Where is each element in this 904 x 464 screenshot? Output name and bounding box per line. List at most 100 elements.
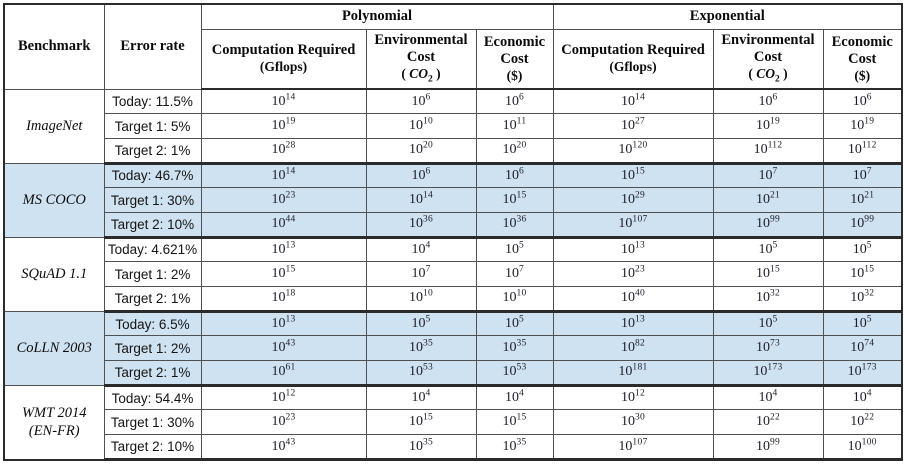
value-exponent: 10 [516, 288, 527, 299]
value-cell: 106 [712, 88, 824, 115]
value-exponent: 44 [285, 214, 296, 225]
table-row: ImageNet Today: 11.5% 1014 106 106 1014 106 106 [3, 88, 903, 164]
value-base: 10 [411, 266, 426, 282]
value-base: 10 [758, 167, 773, 183]
subheader-title: Environmental Cost [721, 31, 815, 65]
subheader-environmental-poly: Environmental Cost ( CO2 ) [365, 28, 477, 90]
value-cell: 1035 [365, 335, 477, 362]
error-rate-cell: Target 1: 2% [103, 261, 202, 287]
value-base: 10 [504, 167, 519, 183]
value-cell: 105 [712, 310, 824, 337]
error-rate-cell: Target 2: 1% [103, 286, 202, 313]
value-exponent: 7 [425, 264, 431, 275]
value-exponent: 12 [285, 388, 296, 399]
error-rate-cell: Target 1: 5% [103, 113, 202, 139]
value-cell: 1028 [200, 137, 367, 165]
value-cell: 107 [822, 162, 903, 189]
header-row-groups: Benchmark Error rate Polynomial Exponent… [3, 3, 903, 90]
table-row: CoLLN 2003 Today: 6.5% 1013 105 105 1013 105 10… [3, 310, 903, 386]
value-cell: 1013 [200, 236, 367, 263]
table-row: SQuAD 1.1 Today: 4.621% 1013 104 105 1013 105 1… [3, 236, 903, 312]
value-base: 10 [618, 438, 633, 454]
value-cell: 1019 [822, 113, 903, 139]
value-exponent: 5 [518, 240, 525, 251]
value-cell: 105 [712, 236, 824, 263]
value-base: 10 [758, 93, 773, 109]
value-base: 10 [502, 192, 517, 208]
value-exponent: 13 [285, 240, 296, 251]
value-exponent: 5 [772, 240, 778, 251]
error-rate-cell: Today: 4.621% [103, 236, 202, 263]
value-base: 10 [850, 192, 865, 208]
value-base: 10 [755, 340, 770, 356]
value-base: 10 [271, 340, 286, 356]
value-exponent: 7 [866, 166, 872, 177]
value-base: 10 [620, 266, 635, 282]
subheader-unit: ($) [854, 67, 871, 83]
benchmark-cell: ImageNet [3, 88, 105, 164]
value-exponent: 15 [422, 412, 434, 423]
value-base: 10 [847, 438, 862, 454]
value-cell: 1043 [200, 335, 367, 362]
value-base: 10 [502, 290, 517, 306]
error-rate-cell: Target 2: 1% [103, 360, 202, 387]
value-cell: 107 [475, 261, 554, 287]
value-exponent: 7 [772, 166, 778, 177]
value-cell: 1036 [475, 211, 554, 239]
value-exponent: 53 [516, 362, 527, 373]
table-row: Target 1: 30% 1023 1014 1015 1029 1021 1021 [4, 187, 903, 213]
subheader-title: Computation Required [561, 42, 705, 59]
benchmark-cell: MS COCO [3, 162, 105, 238]
header-error-rate: Error rate [103, 3, 202, 90]
value-base: 10 [850, 414, 865, 430]
value-base: 10 [271, 241, 286, 257]
value-base: 10 [850, 216, 865, 232]
table-row: Target 2: 1% 1018 1010 1010 1040 1032 1032 [4, 286, 903, 313]
value-exponent: 32 [864, 288, 875, 299]
value-base: 10 [852, 390, 867, 406]
value-cell: 1015 [365, 409, 477, 436]
value-cell: 1015 [475, 187, 554, 213]
value-base: 10 [758, 316, 773, 332]
value-cell: 1035 [365, 434, 477, 461]
value-cell: 1036 [365, 211, 477, 239]
value-cell: 1029 [552, 187, 714, 213]
value-base: 10 [852, 167, 867, 183]
value-exponent: 112 [861, 140, 877, 151]
value-cell: 1020 [475, 137, 554, 165]
value-cell: 1023 [200, 409, 367, 436]
value-base: 10 [620, 118, 635, 134]
value-cell: 106 [365, 162, 477, 189]
value-cell: 1010 [365, 113, 477, 139]
error-rate-cell: Target 2: 10% [103, 434, 202, 461]
value-exponent: 23 [634, 264, 646, 275]
value-base: 10 [504, 390, 519, 406]
value-base: 10 [502, 216, 517, 232]
error-rate-cell: Today: 54.4% [103, 384, 202, 411]
table-row: Target 1: 2% 1015 107 107 1023 1015 1015 [4, 261, 903, 287]
value-base: 10 [411, 167, 426, 183]
subheader-title: Computation Required [211, 42, 356, 59]
value-cell: 10107 [552, 211, 714, 239]
value-exponent: 23 [285, 190, 296, 201]
value-base: 10 [411, 390, 426, 406]
subheader-title: Environmental Cost [374, 31, 468, 65]
value-base: 10 [502, 142, 517, 158]
error-rate-cell: Target 2: 10% [103, 211, 202, 239]
subheader-unit: (Gflops) [609, 59, 657, 75]
value-base: 10 [755, 266, 770, 282]
table-row: Target 1: 30% 1023 1015 1015 1030 1022 1022 [4, 409, 903, 436]
subheader-title: Economic Cost [483, 33, 546, 67]
value-cell: 1015 [200, 261, 367, 287]
value-base: 10 [755, 290, 770, 306]
value-cell: 106 [475, 162, 554, 189]
value-cell: 1015 [475, 409, 554, 436]
value-base: 10 [408, 216, 423, 232]
value-cell: 1015 [822, 261, 903, 287]
value-exponent: 40 [634, 288, 646, 299]
value-cell: 10173 [712, 360, 824, 387]
header-exponential: Exponential [552, 3, 903, 30]
value-base: 10 [504, 266, 519, 282]
value-exponent: 5 [866, 314, 872, 325]
table-row: Target 1: 5% 1019 1010 1011 1027 1019 1019 [4, 113, 903, 139]
